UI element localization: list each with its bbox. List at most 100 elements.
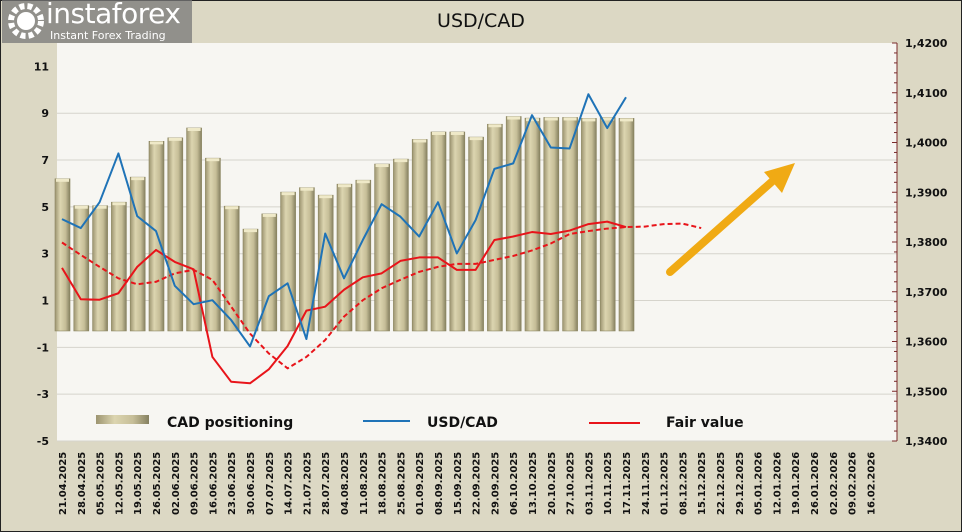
x-tick-label: 28.04.2025 xyxy=(77,452,88,515)
x-tick-label: 21.04.2025 xyxy=(58,452,69,515)
legend-label: Fair value xyxy=(666,415,744,431)
x-tick-label: 12.05.2025 xyxy=(114,452,125,515)
position-bar-cap xyxy=(300,187,314,191)
position-bar-cap xyxy=(526,118,539,122)
legend-label: USD/CAD xyxy=(427,415,498,431)
x-tick-label: 03.11.2025 xyxy=(584,452,595,515)
x-tick-label: 15.09.2025 xyxy=(453,452,464,515)
position-bar xyxy=(242,228,259,332)
position-bar xyxy=(468,136,484,332)
position-bar-cap xyxy=(620,118,633,122)
logo-tagline: Instant Forex Trading xyxy=(50,29,166,42)
x-tick-label: 20.10.2025 xyxy=(547,452,558,515)
x-tick-label: 16.06.2025 xyxy=(208,452,219,515)
left-tick-label: 11 xyxy=(34,60,49,73)
x-tick-label: 23.06.2025 xyxy=(227,452,238,515)
position-bar xyxy=(54,178,71,332)
x-tick-label: 25.08.2025 xyxy=(396,452,407,515)
right-tick-label: 1,3800 xyxy=(905,236,948,249)
x-tick-label: 19.05.2025 xyxy=(133,452,144,515)
position-bar xyxy=(355,179,372,332)
x-tick-label: 30.06.2025 xyxy=(246,452,257,515)
x-tick-label: 14.07.2025 xyxy=(284,452,295,515)
position-bar xyxy=(430,131,447,332)
position-bar-cap xyxy=(168,137,182,141)
x-tick-label: 09.02.2026 xyxy=(848,452,859,515)
trend-arrow-icon xyxy=(666,174,780,276)
left-tick-label: 3 xyxy=(41,248,49,261)
right-tick-label: 1,3600 xyxy=(905,336,948,349)
position-bar xyxy=(167,137,184,332)
logo-name: instaforex xyxy=(46,0,181,30)
chart-title: USD/CAD xyxy=(437,10,525,32)
x-tick-label: 08.12.2025 xyxy=(678,452,689,515)
x-tick-label: 02.06.2025 xyxy=(171,452,182,515)
left-tick-label: 7 xyxy=(41,154,49,167)
legend-label: CAD positioning xyxy=(167,415,293,431)
left-tick-label: -3 xyxy=(37,388,49,401)
position-bar-cap xyxy=(112,202,126,206)
position-bar xyxy=(562,117,578,332)
position-bar xyxy=(336,183,353,332)
position-bar xyxy=(261,213,278,332)
x-tick-label: 16.02.2026 xyxy=(866,452,877,515)
right-tick-label: 1,4100 xyxy=(905,87,948,100)
position-bar-cap xyxy=(375,164,389,168)
right-tick-label: 1,3700 xyxy=(905,286,948,299)
x-tick-label: 26.01.2026 xyxy=(810,452,821,515)
x-tick-label: 09.06.2025 xyxy=(190,452,201,515)
x-tick-label: 06.10.2025 xyxy=(509,452,520,515)
x-tick-label: 12.01.2026 xyxy=(772,452,783,515)
position-bar-cap xyxy=(432,131,445,135)
x-tick-label: 22.09.2025 xyxy=(472,452,483,515)
instaforex-logo: instaforex Instant Forex Trading xyxy=(2,0,192,43)
position-bar-cap xyxy=(356,180,370,184)
x-tick-label: 05.05.2025 xyxy=(96,452,107,515)
left-tick-label: 1 xyxy=(41,295,49,308)
x-tick-label: 18.08.2025 xyxy=(378,452,389,515)
position-bar xyxy=(487,123,503,332)
position-bar-cap xyxy=(338,184,351,188)
position-bar xyxy=(111,201,127,332)
x-tick-label: 01.09.2025 xyxy=(415,452,426,515)
left-tick-label: -5 xyxy=(37,435,49,448)
position-bar-cap xyxy=(225,206,239,210)
position-bar-cap xyxy=(281,192,295,196)
position-bar-cap xyxy=(206,158,220,162)
position-bar xyxy=(374,163,390,332)
x-tick-label: 19.01.2026 xyxy=(791,452,802,515)
left-tick-label: -1 xyxy=(37,341,49,354)
left-tick-label: 5 xyxy=(41,201,49,214)
x-tick-label: 15.12.2025 xyxy=(697,452,708,515)
legend-bar-swatch xyxy=(96,415,149,424)
position-bar xyxy=(393,158,409,332)
x-tick-label: 29.12.2025 xyxy=(735,452,746,515)
position-bar-cap xyxy=(93,205,107,209)
x-tick-label: 26.05.2025 xyxy=(152,452,163,515)
x-tick-label: 11.08.2025 xyxy=(359,452,370,515)
position-bar-cap xyxy=(244,229,257,233)
x-tick-label: 21.07.2025 xyxy=(302,452,313,515)
x-tick-label: 01.12.2025 xyxy=(660,452,671,515)
position-bar xyxy=(223,205,240,332)
x-tick-label: 17.11.2025 xyxy=(622,452,633,515)
position-bar-cap xyxy=(488,124,502,128)
right-tick-label: 1,3400 xyxy=(905,435,948,448)
position-bar-cap xyxy=(187,127,201,131)
position-bar-cap xyxy=(413,139,427,143)
right-tick-label: 1,4200 xyxy=(905,37,948,50)
position-bar-cap xyxy=(507,116,521,120)
left-tick-label: 9 xyxy=(41,107,49,120)
position-bar-cap xyxy=(394,159,408,163)
position-bar-cap xyxy=(319,195,333,199)
position-bar xyxy=(92,205,108,332)
fair-value-dashed-line xyxy=(61,222,702,370)
x-tick-label: 24.11.2025 xyxy=(641,452,652,515)
gear-logo-icon xyxy=(8,3,44,39)
trend-arrow-head-icon xyxy=(764,163,795,193)
position-bar-cap xyxy=(563,117,577,121)
position-bar xyxy=(524,117,541,332)
x-tick-label: 04.08.2025 xyxy=(340,452,351,515)
position-bar-cap xyxy=(582,118,596,122)
